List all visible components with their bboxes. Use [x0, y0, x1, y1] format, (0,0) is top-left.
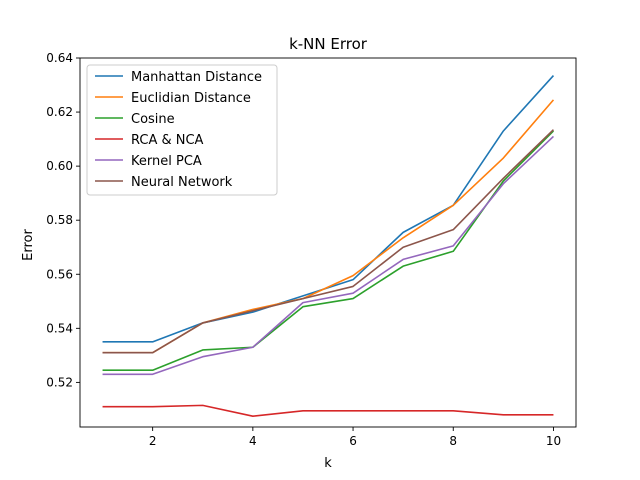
x-tick-label: 4	[249, 434, 257, 448]
legend-label-0: Manhattan Distance	[131, 70, 262, 85]
series-line-5	[102, 129, 555, 354]
axes-frame	[79, 57, 577, 428]
legend-label-3: RCA & NCA	[131, 133, 204, 148]
series-line-3	[102, 404, 554, 417]
x-axis-label: k	[324, 456, 332, 471]
y-tick-label: 0.52	[46, 375, 73, 389]
x-tick-label: 8	[449, 434, 457, 448]
y-axis-label: Error	[21, 229, 36, 261]
y-tick-label: 0.62	[46, 105, 73, 119]
series-line-4	[102, 135, 554, 376]
y-tick-label: 0.54	[46, 321, 73, 335]
x-tick-label: 10	[546, 434, 561, 448]
legend-label-1: Euclidian Distance	[131, 91, 251, 106]
legend-label-4: Kernel PCA	[131, 154, 202, 169]
x-tick-label: 6	[349, 434, 357, 448]
y-tick-label: 0.64	[46, 51, 73, 65]
y-tick-label: 0.58	[46, 213, 73, 227]
legend-label-2: Cosine	[131, 112, 175, 127]
series-line-2	[102, 130, 555, 372]
legend-label-5: Neural Network	[131, 175, 233, 190]
y-tick-label: 0.56	[46, 267, 73, 281]
x-tick-label: 2	[149, 434, 157, 448]
legend: Manhattan Distance Euclidian Distance Cosi…	[86, 64, 278, 196]
y-tick-label: 0.60	[46, 159, 73, 173]
plot-area: 2 4 6 8 10 0.52 0.54 0.56 0.58 0.60 0.62 0.64	[46, 51, 577, 448]
chart-title: k-NN Error	[289, 35, 368, 53]
legend-box	[86, 64, 278, 196]
